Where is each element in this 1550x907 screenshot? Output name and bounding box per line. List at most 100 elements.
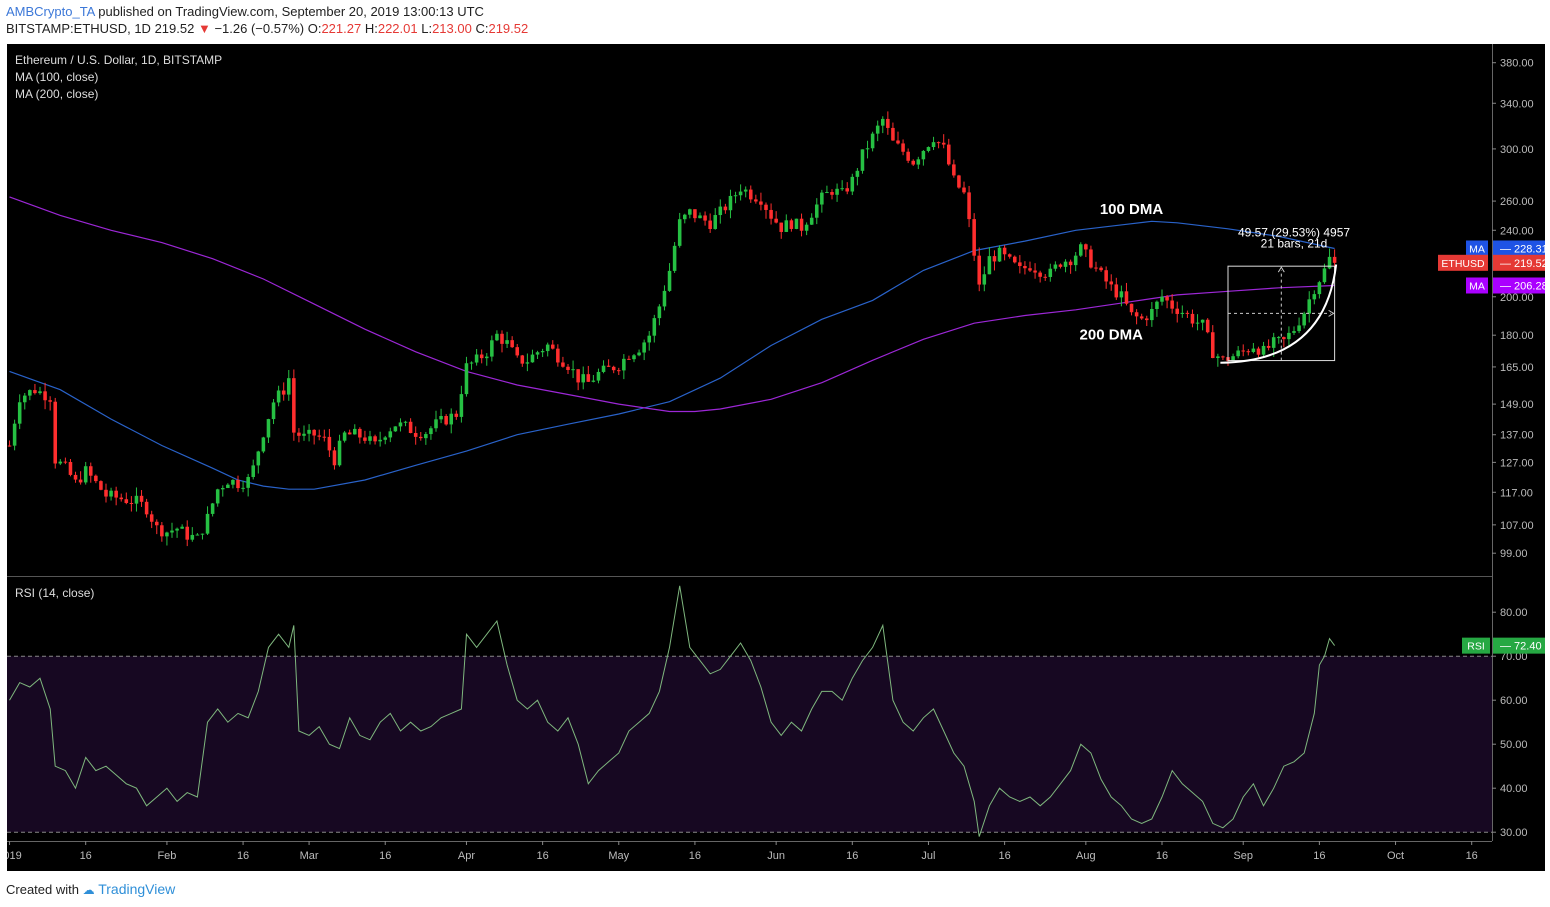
candle-body [1129, 303, 1134, 313]
candle-body [743, 189, 748, 192]
candle-body [1241, 350, 1246, 352]
candle-body [530, 354, 535, 363]
ma100-legend: MA (100, close) [15, 70, 98, 84]
candle-body [591, 380, 596, 382]
rsi-pane[interactable]: RSI (14, close) [7, 585, 1492, 837]
header-bar: AMBCrypto_TA published on TradingView.co… [0, 0, 1550, 44]
candle-body [688, 209, 692, 215]
candle-body [901, 143, 905, 152]
candle-body [444, 416, 448, 425]
price-pane[interactable]: Ethereum / U.S. Dollar, 1D, BITSTAMP MA (… [7, 53, 1351, 547]
candle-body [292, 378, 296, 433]
ma100-line [9, 220, 1335, 490]
candle-body [682, 214, 687, 220]
candle-body [672, 245, 677, 271]
candle-body [1058, 264, 1063, 267]
candle-body [94, 475, 98, 482]
candle-body [814, 204, 819, 218]
candle-body [246, 476, 250, 488]
candle-body [1170, 300, 1174, 309]
time-tick-label: 16 [237, 850, 249, 862]
candle-body [1063, 261, 1068, 267]
candle-body [281, 390, 286, 395]
candle-body [1139, 316, 1144, 319]
candle-body [1332, 256, 1337, 263]
candle-body [170, 530, 174, 533]
candle-body [1068, 261, 1073, 266]
candle-body [1221, 356, 1225, 358]
candle-body [175, 528, 179, 531]
candle-body [550, 344, 555, 349]
candle-body [825, 192, 829, 194]
candle-body [870, 133, 875, 149]
candle-body [398, 422, 403, 427]
candle-body [561, 362, 565, 367]
candle-body [1261, 345, 1266, 355]
candle-body [556, 348, 560, 363]
candle-body [1200, 319, 1205, 323]
candle-body [1002, 247, 1007, 255]
candle-body [606, 365, 611, 367]
axis-label-value: — 206.28 [1500, 280, 1545, 292]
candle-body [439, 416, 443, 420]
ma200-line [9, 196, 1335, 413]
candle-body [992, 256, 997, 262]
candle-body [875, 125, 880, 134]
candle-body [1104, 270, 1108, 282]
candle-body [911, 160, 916, 165]
candle-body [946, 144, 951, 165]
candle-body [601, 365, 606, 372]
candle-body [449, 413, 454, 425]
axis-label-name: MA [1469, 280, 1485, 292]
candle-body [576, 369, 580, 383]
candle-body [972, 219, 976, 256]
time-tick-label: 2019 [7, 850, 22, 862]
low-label: L: [421, 21, 433, 36]
candle-body [48, 400, 52, 402]
candle-body [1266, 345, 1271, 348]
axis-label-tag [1438, 254, 1488, 271]
candle-body [764, 204, 768, 210]
price-tick-label: 149.00 [1500, 399, 1534, 411]
tradingview-brand[interactable]: TradingView [98, 881, 176, 897]
candle-body [586, 374, 591, 382]
candle-body [424, 434, 428, 439]
candle-body [1114, 284, 1119, 298]
chart-svg[interactable]: Ethereum / U.S. Dollar, 1D, BITSTAMP MA (… [0, 44, 1548, 871]
author-link[interactable]: AMBCrypto_TA [6, 4, 95, 19]
candle-body [205, 513, 210, 534]
candle-body [708, 220, 712, 229]
axis-value-tag [1493, 277, 1545, 294]
candle-body [1012, 256, 1017, 263]
candle-body [891, 127, 895, 141]
candle-body [434, 419, 438, 429]
candle-body [652, 318, 657, 336]
open-label: O: [307, 21, 322, 36]
candle-body [718, 206, 723, 216]
candle-body [58, 461, 63, 464]
chart-area[interactable]: Ethereum / U.S. Dollar, 1D, BITSTAMP MA (… [0, 44, 1548, 871]
change-text: −1.26 (−0.57%) [214, 21, 305, 36]
candle-body [251, 465, 256, 477]
candle-body [1205, 319, 1210, 333]
candle-body [210, 503, 215, 514]
candle-body [1210, 332, 1215, 359]
candle-body [1033, 270, 1037, 273]
candle-body [1053, 264, 1058, 269]
candle-body [962, 187, 966, 193]
candle-body [236, 479, 240, 489]
axis-label-tag [1466, 277, 1488, 294]
candle-body [53, 401, 58, 464]
candle-body [1124, 291, 1129, 304]
price-tick-label: 117.00 [1500, 487, 1533, 499]
candle-body [17, 402, 22, 424]
candle-body [327, 436, 332, 451]
candle-body [1307, 299, 1312, 314]
rsi-tick-label: 70.00 [1500, 651, 1528, 663]
candle-body [1312, 294, 1317, 300]
price-pane-title: Ethereum / U.S. Dollar, 1D, BITSTAMP [15, 53, 222, 67]
candle-body [637, 352, 641, 356]
candle-body [952, 164, 956, 176]
candle-body [1302, 313, 1306, 326]
candle-body [616, 370, 621, 372]
